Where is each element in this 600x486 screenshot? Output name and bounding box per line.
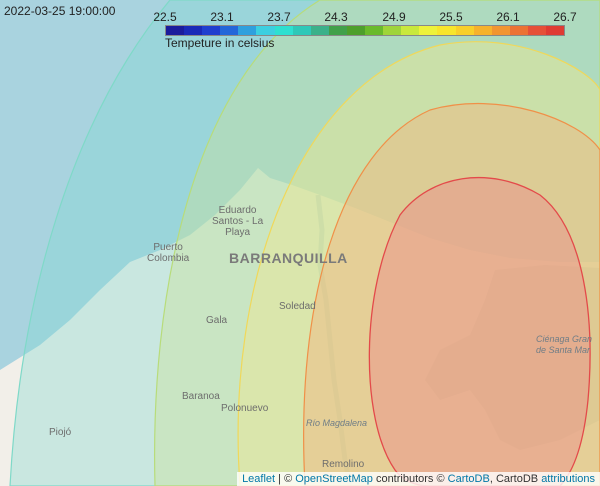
legend-color-swatch [202, 26, 221, 35]
legend-color-swatch [455, 26, 474, 35]
place-label-soledad: Soledad [279, 301, 316, 312]
legend-color-swatch [419, 26, 438, 35]
legend-color-swatch [274, 26, 293, 35]
place-label-rio-magdalena: Río Magdalena [306, 418, 368, 428]
land-area [0, 168, 600, 486]
legend-tick: 26.1 [496, 10, 520, 24]
legend-color-swatch [491, 26, 510, 35]
legend-ticks: 22.5 23.1 23.7 24.3 24.9 25.5 26.1 26.7 [150, 10, 580, 24]
contour-band-orange [303, 102, 600, 486]
legend-color-swatch [545, 26, 565, 35]
place-label-barranquilla: BARRANQUILLA [229, 250, 348, 266]
legend-caption: Tempeture in celsius [165, 36, 275, 50]
legend-color-swatch [238, 26, 257, 35]
place-label-galapa: Gala [206, 315, 228, 326]
contour-band-cyan [9, 0, 600, 486]
legend-color-swatch [184, 26, 203, 35]
place-label-piojo: Piojó [49, 427, 72, 438]
legend-tick: 25.5 [439, 10, 463, 24]
legend-color-swatch [256, 26, 275, 35]
legend-color-swatch [527, 26, 546, 35]
openstreetmap-link[interactable]: OpenStreetMap [295, 473, 373, 485]
cienaga-lagoon [425, 265, 600, 450]
leaflet-link[interactable]: Leaflet [242, 473, 276, 485]
attribution-text: contributors © [372, 473, 448, 485]
place-label-puerto-colombia: Puerto Colombia [147, 242, 190, 264]
cartodb-link[interactable]: CartoDB [447, 473, 490, 485]
timestamp: 2022-03-25 19:00:00 [4, 4, 116, 18]
contour-band-red [368, 177, 591, 486]
legend-color-swatch [365, 26, 384, 35]
legend-tick: 24.3 [324, 10, 348, 24]
legend-color-swatch [509, 26, 528, 35]
legend-color-swatch [473, 26, 492, 35]
legend-color-swatch [310, 26, 329, 35]
attributions-link[interactable]: attributions [541, 473, 595, 485]
place-label-eduardo-santos: Eduardo Santos - La Playa [212, 205, 264, 238]
attribution-text: , CartoDB [489, 473, 542, 485]
legend-color-swatch [383, 26, 402, 35]
legend-color-bar [165, 25, 565, 36]
legend-tick: 23.1 [210, 10, 234, 24]
contour-band-yellow [237, 41, 600, 486]
legend-tick: 22.5 [153, 10, 177, 24]
legend-color-swatch [346, 26, 366, 35]
map-attribution: Leaflet | © OpenStreetMap contributors ©… [237, 472, 600, 486]
legend-tick: 23.7 [267, 10, 291, 24]
place-label-cienaga: Ciénaga Gran de Santa Mar [536, 334, 593, 355]
place-label-polonuevo: Polonuevo [221, 403, 269, 414]
legend-color-swatch [166, 26, 185, 35]
place-label-baranoa: Baranoa [182, 391, 220, 402]
legend-tick: 26.7 [553, 10, 577, 24]
magdalena-river [315, 194, 353, 486]
place-label-remolino: Remolino [322, 459, 365, 470]
legend-tick: 24.9 [382, 10, 406, 24]
temperature-legend: 22.5 23.1 23.7 24.3 24.9 25.5 26.1 26.7 … [150, 10, 580, 54]
legend-color-swatch [328, 26, 347, 35]
legend-color-swatch [401, 26, 420, 35]
legend-color-swatch [292, 26, 311, 35]
contour-band-green [154, 0, 600, 486]
attribution-text: | © [275, 473, 296, 485]
legend-color-swatch [220, 26, 239, 35]
legend-color-swatch [437, 26, 456, 35]
